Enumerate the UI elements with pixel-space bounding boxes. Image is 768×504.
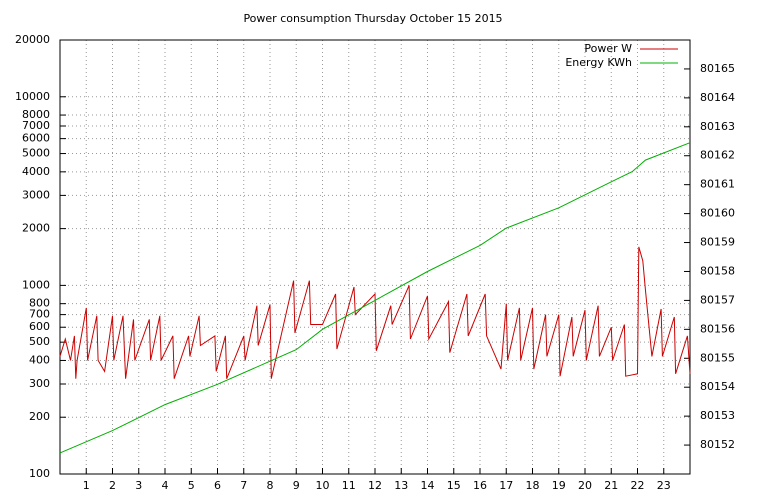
plot-frame bbox=[59, 39, 691, 475]
x-tick-label: 23 bbox=[657, 479, 671, 492]
y-tick-label: 2000 bbox=[22, 222, 50, 235]
x-tick-label: 19 bbox=[552, 479, 566, 492]
x-tick-label: 17 bbox=[499, 479, 513, 492]
y-tick-label: 400 bbox=[29, 353, 50, 366]
y-tick-label: 200 bbox=[29, 410, 50, 423]
y-tick-label: 1000 bbox=[22, 278, 50, 291]
y2-tick-label: 80161 bbox=[700, 178, 735, 191]
y2-tick-label: 80153 bbox=[700, 409, 735, 422]
x-tick-label: 13 bbox=[394, 479, 408, 492]
x-tick-label: 3 bbox=[135, 479, 142, 492]
x-tick-label: 21 bbox=[604, 479, 618, 492]
x-tick-label: 2 bbox=[109, 479, 116, 492]
legend-label: Energy KWh bbox=[565, 56, 632, 69]
x-tick-label: 10 bbox=[316, 479, 330, 492]
x-tick-label: 18 bbox=[526, 479, 540, 492]
x-tick-label: 14 bbox=[421, 479, 435, 492]
y-tick-label: 300 bbox=[29, 377, 50, 390]
series-line bbox=[59, 142, 691, 454]
x-tick-label: 7 bbox=[240, 479, 247, 492]
y-tick-label: 8000 bbox=[22, 108, 50, 121]
y-tick-label: 600 bbox=[29, 320, 50, 333]
y-tick-label: 500 bbox=[29, 335, 50, 348]
y2-tick-label: 80157 bbox=[700, 293, 735, 306]
y2-tick-label: 80160 bbox=[700, 207, 735, 220]
y2-tick-label: 80156 bbox=[700, 322, 735, 335]
x-tick-label: 11 bbox=[342, 479, 356, 492]
y-tick-label: 6000 bbox=[22, 132, 50, 145]
x-tick-label: 1 bbox=[83, 479, 90, 492]
x-tick-label: 16 bbox=[473, 479, 487, 492]
y-tick-label: 5000 bbox=[22, 147, 50, 160]
y2-tick-label: 80162 bbox=[700, 149, 735, 162]
x-tick-label: 4 bbox=[162, 479, 169, 492]
y2-tick-label: 80163 bbox=[700, 120, 735, 133]
y-tick-label: 700 bbox=[29, 308, 50, 321]
y-tick-label: 10000 bbox=[15, 90, 50, 103]
y2-tick-label: 80158 bbox=[700, 264, 735, 277]
y2-tick-label: 80155 bbox=[700, 351, 735, 364]
y-tick-label: 7000 bbox=[22, 119, 50, 132]
x-tick-label: 12 bbox=[368, 479, 382, 492]
legend-label: Power W bbox=[584, 42, 632, 55]
x-tick-label: 6 bbox=[214, 479, 221, 492]
y2-tick-label: 80152 bbox=[700, 438, 735, 451]
x-tick-label: 15 bbox=[447, 479, 461, 492]
y-tick-label: 800 bbox=[29, 297, 50, 310]
chart-title: Power consumption Thursday October 15 20… bbox=[243, 12, 502, 25]
x-tick-label: 20 bbox=[578, 479, 592, 492]
y-tick-label: 4000 bbox=[22, 165, 50, 178]
y2-tick-label: 80165 bbox=[700, 62, 735, 75]
y-tick-label: 3000 bbox=[22, 188, 50, 201]
y2-tick-label: 80159 bbox=[700, 236, 735, 249]
y2-tick-label: 80164 bbox=[700, 91, 735, 104]
y-tick-label: 20000 bbox=[15, 33, 50, 46]
x-tick-label: 22 bbox=[631, 479, 645, 492]
series-line bbox=[59, 246, 691, 379]
y-tick-label: 100 bbox=[29, 467, 50, 480]
x-tick-label: 5 bbox=[188, 479, 195, 492]
x-tick-label: 8 bbox=[267, 479, 274, 492]
y2-tick-label: 80154 bbox=[700, 380, 735, 393]
x-tick-label: 9 bbox=[293, 479, 300, 492]
